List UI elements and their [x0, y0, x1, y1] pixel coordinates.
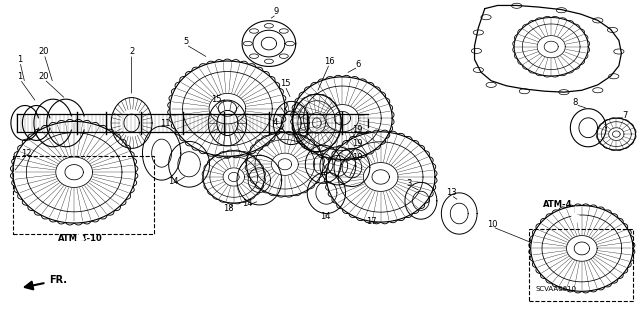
Text: 9: 9	[274, 7, 279, 16]
Text: 5: 5	[183, 38, 189, 47]
Text: 19: 19	[352, 139, 362, 148]
Text: 13: 13	[445, 188, 456, 197]
Text: 14: 14	[168, 177, 179, 186]
Text: 12: 12	[21, 149, 31, 158]
Text: 11: 11	[160, 119, 171, 129]
Text: 10: 10	[487, 220, 498, 229]
Text: 14: 14	[242, 199, 252, 208]
Text: 15: 15	[211, 95, 222, 104]
Text: 1: 1	[17, 55, 22, 64]
Bar	[529, 229, 633, 301]
Text: 6: 6	[356, 60, 361, 69]
Text: 14: 14	[320, 212, 330, 221]
Text: ATM-4: ATM-4	[543, 200, 572, 209]
Text: 19: 19	[352, 125, 362, 134]
Text: 2: 2	[129, 47, 134, 56]
Text: SCVAA0610: SCVAA0610	[536, 286, 577, 292]
Text: 7: 7	[623, 111, 628, 120]
Text: 19: 19	[352, 153, 362, 162]
Text: FR.: FR.	[25, 275, 67, 289]
Text: 16: 16	[324, 56, 335, 65]
Text: 20: 20	[39, 72, 49, 81]
Text: 15: 15	[280, 79, 290, 88]
Text: 18: 18	[223, 204, 234, 213]
Text: 3: 3	[406, 179, 412, 188]
Bar	[13, 156, 154, 234]
Text: 20: 20	[39, 47, 49, 56]
Text: 8: 8	[573, 98, 578, 107]
Text: 4: 4	[273, 118, 278, 128]
Text: 17: 17	[366, 217, 376, 226]
Text: 1: 1	[17, 72, 22, 81]
Text: ATM-4-10: ATM-4-10	[58, 234, 103, 243]
